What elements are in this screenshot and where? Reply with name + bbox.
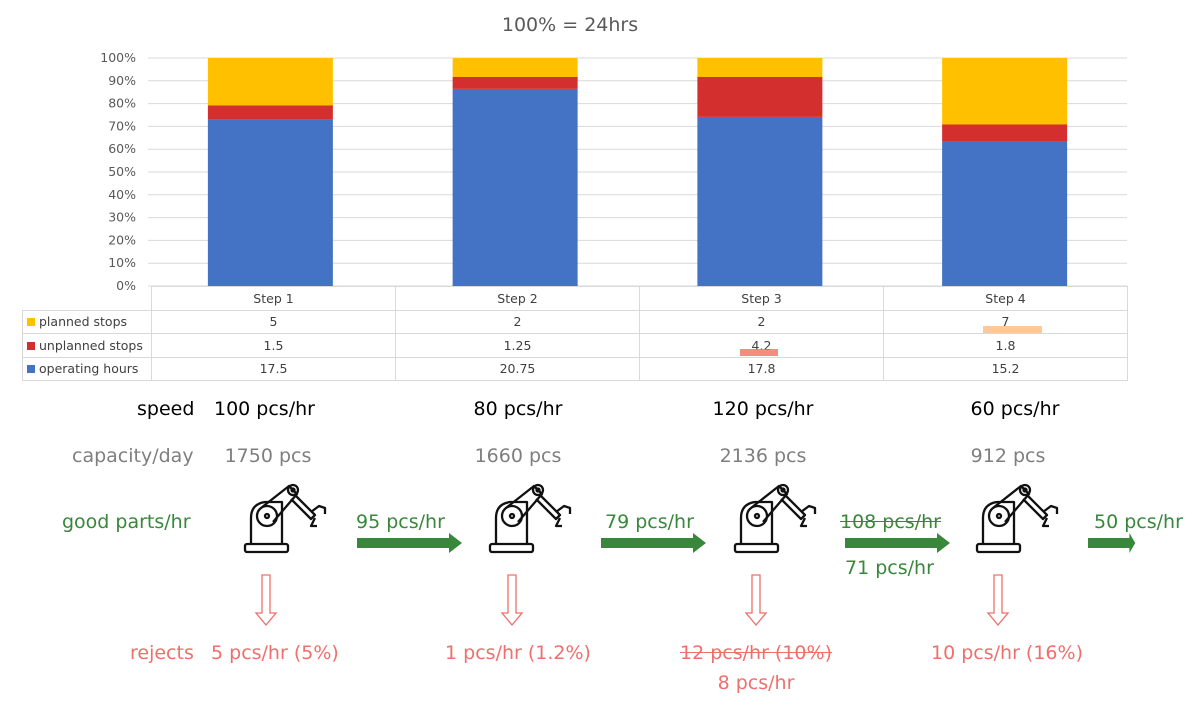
bar-segment-planned-stops (697, 58, 823, 77)
arrow-right-icon (845, 533, 950, 553)
cell: 2 (639, 309, 884, 334)
highlight-mark (740, 349, 778, 356)
cell: 1.8 (883, 333, 1128, 358)
category-label: Step 1 (151, 286, 396, 311)
table-row-unplanned: unplanned stops 1.5 1.25 4.2 1.8 (22, 333, 1128, 358)
legend-swatch (27, 341, 35, 350)
cell: 1.25 (395, 333, 640, 358)
bar-segment-unplanned-stops (697, 77, 823, 117)
capacity-value: 1660 pcs (474, 445, 562, 467)
y-tick-label: 70% (108, 118, 136, 133)
y-tick-label: 60% (108, 141, 136, 156)
cell: 17.5 (151, 356, 396, 381)
highlight-mark (983, 326, 1042, 333)
cell: 1.5 (151, 333, 396, 358)
capacity-label: capacity/day (72, 445, 194, 467)
capacity-value: 2136 pcs (719, 445, 807, 467)
robot-arm-icon (243, 483, 327, 554)
bar-segment-planned-stops (942, 58, 1068, 125)
robot-arm-icon (488, 483, 572, 554)
good-parts-value: 79 pcs/hr (605, 511, 694, 533)
arrow-right-icon (357, 533, 462, 553)
legend-label: planned stops (39, 314, 128, 330)
y-tick-label: 50% (108, 164, 136, 179)
robot-arm-icon (975, 483, 1059, 554)
y-tick-label: 40% (108, 187, 136, 202)
arrow-right-icon (601, 533, 706, 553)
bar-segment-operating-hours (697, 116, 823, 287)
good-parts-corrected: 71 pcs/hr (845, 557, 934, 579)
good-parts-label: good parts/hr (62, 511, 191, 533)
bar-segment-planned-stops (207, 58, 333, 106)
bar-segment-operating-hours (942, 141, 1068, 286)
chart-title: 100% = 24hrs (501, 14, 639, 36)
speed-label: speed (137, 398, 195, 420)
good-parts-value: 50 pcs/hr (1094, 511, 1183, 533)
y-tick-label: 90% (108, 73, 136, 88)
category-label: Step 2 (395, 286, 640, 311)
legend-swatch (27, 365, 35, 374)
bar-segment-unplanned-stops (207, 105, 333, 120)
rejects-corrected: 8 pcs/hr (717, 672, 795, 694)
arrow-down-icon (987, 574, 1009, 626)
good-parts-value: 95 pcs/hr (356, 511, 445, 533)
speed-value: 80 pcs/hr (473, 398, 563, 420)
bar-segment-unplanned-stops (452, 77, 578, 89)
rejects-value: 10 pcs/hr (16%) (931, 642, 1083, 664)
bar-segment-unplanned-stops (942, 124, 1068, 142)
y-tick-label: 10% (108, 255, 136, 270)
bar-segment-operating-hours (452, 88, 578, 286)
rejects-label: rejects (130, 642, 194, 664)
data-table: Step 1 Step 2 Step 3 Step 4 planned stop… (22, 286, 1128, 381)
legend-label: operating hours (39, 361, 139, 377)
table-row-operating: operating hours 17.5 20.75 17.8 15.2 (22, 356, 1128, 381)
y-tick-label: 20% (108, 232, 136, 247)
arrow-down-icon (501, 574, 523, 626)
category-label: Step 4 (883, 286, 1128, 311)
capacity-value: 1750 pcs (224, 445, 312, 467)
speed-value: 100 pcs/hr (214, 398, 315, 420)
arrow-right-icon (1088, 533, 1136, 553)
arrow-down-icon (255, 574, 277, 626)
speed-value: 60 pcs/hr (970, 398, 1060, 420)
cell: 15.2 (883, 356, 1128, 381)
rejects-value: 5 pcs/hr (5%) (211, 642, 339, 664)
rejects-value-struck: 12 pcs/hr (10%) (680, 642, 832, 664)
legend-label: unplanned stops (39, 337, 143, 353)
good-parts-value-struck: 108 pcs/hr (840, 511, 941, 533)
rejects-value: 1 pcs/hr (1.2%) (445, 642, 591, 664)
robot-arm-icon (733, 483, 817, 554)
bar-segment-operating-hours (207, 119, 333, 286)
cell: 5 (151, 309, 396, 334)
speed-value: 120 pcs/hr (712, 398, 814, 420)
y-tick-label: 100% (100, 50, 136, 65)
cell: 2 (395, 309, 640, 334)
category-label: Step 3 (639, 286, 884, 311)
stacked-bar-chart: 0%10%20%30%40%50%60%70%80%90%100% (100, 50, 1127, 293)
cell: 20.75 (395, 356, 640, 381)
y-tick-label: 30% (108, 210, 136, 225)
cell: 17.8 (639, 356, 884, 381)
capacity-value: 912 pcs (970, 445, 1046, 467)
legend-swatch (27, 318, 35, 327)
arrow-down-icon (745, 574, 767, 626)
bar-segment-planned-stops (452, 58, 578, 77)
y-tick-label: 80% (108, 96, 136, 111)
